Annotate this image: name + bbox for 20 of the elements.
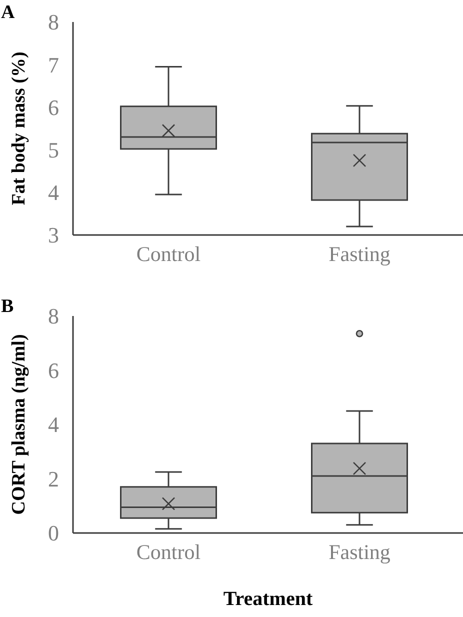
y-tick-label: 0 (48, 520, 59, 546)
y-tick-label: 8 (48, 304, 59, 329)
x-tick-label: Fasting (328, 242, 391, 266)
y-tick-label: 7 (48, 52, 59, 78)
text: B (1, 296, 14, 317)
x-tick-label: Control (136, 242, 201, 266)
y-tick-label: 8 (48, 10, 59, 35)
y-axis-title: CORT plasma (ng/ml) (8, 334, 30, 515)
x-axis-title: Treatment (223, 588, 313, 610)
y-axis-title: Fat body mass (%) (8, 52, 30, 206)
x-tick-label: Fasting (328, 540, 391, 564)
y-tick-label: 2 (48, 466, 59, 492)
y-tick-label: 6 (48, 358, 59, 383)
text: A (1, 2, 15, 23)
y-tick-label: 4 (48, 180, 59, 206)
y-tick-label: 5 (48, 138, 59, 162)
y-tick-label: 4 (48, 412, 59, 438)
y-tick-label: 3 (48, 222, 59, 248)
y-tick-label: 6 (48, 94, 59, 120)
x-tick-label: Control (136, 540, 201, 564)
